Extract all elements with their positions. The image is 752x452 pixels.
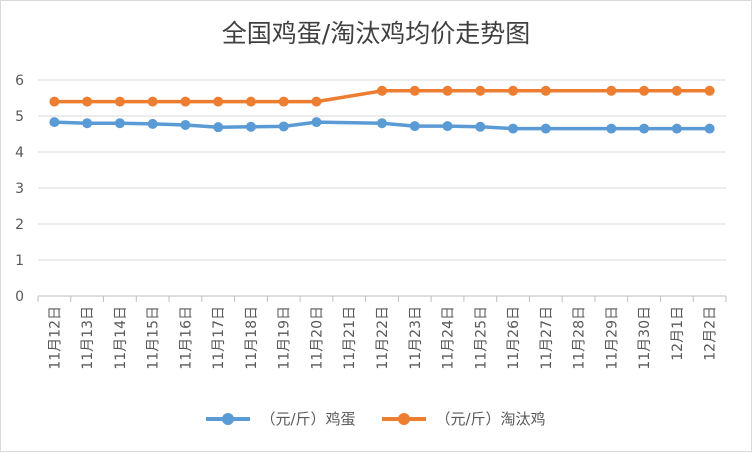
data-point bbox=[540, 123, 551, 134]
data-point bbox=[245, 96, 256, 107]
x-tick-label: 11月28日 bbox=[572, 306, 588, 370]
x-tick-label: 11月25日 bbox=[473, 306, 489, 370]
data-point bbox=[442, 85, 453, 96]
data-point bbox=[82, 118, 93, 129]
x-tick-label: 11月27日 bbox=[539, 306, 555, 370]
data-point bbox=[475, 85, 486, 96]
data-point bbox=[147, 96, 158, 107]
data-point bbox=[180, 96, 191, 107]
x-tick-label: 11月12日 bbox=[47, 306, 63, 370]
data-point bbox=[278, 96, 289, 107]
x-tick-label: 11月13日 bbox=[80, 306, 96, 370]
legend: （元/斤）鸡蛋 （元/斤）淘汰鸡 bbox=[0, 408, 752, 429]
x-tick-label: 11月26日 bbox=[506, 306, 522, 370]
data-point bbox=[213, 122, 224, 133]
data-point bbox=[606, 123, 617, 134]
data-point bbox=[508, 85, 519, 96]
data-point bbox=[671, 123, 682, 134]
x-tick-label: 11月16日 bbox=[178, 306, 194, 370]
x-tick-label: 11月17日 bbox=[211, 306, 227, 370]
legend-label-hen: （元/斤）淘汰鸡 bbox=[435, 410, 546, 428]
legend-swatch-hen bbox=[381, 412, 426, 426]
x-tick-label: 11月23日 bbox=[408, 306, 424, 370]
data-point bbox=[508, 123, 519, 134]
data-point bbox=[49, 96, 60, 107]
data-point bbox=[442, 121, 453, 132]
data-point bbox=[114, 118, 125, 129]
y-tick-label: 4 bbox=[15, 145, 24, 161]
y-tick-label: 6 bbox=[15, 73, 24, 89]
y-tick-label: 2 bbox=[15, 217, 24, 233]
x-tick-label: 11月29日 bbox=[604, 306, 620, 370]
x-tick-label: 12月1日 bbox=[670, 306, 686, 361]
y-tick-label: 0 bbox=[15, 289, 24, 305]
legend-item-hen: （元/斤）淘汰鸡 bbox=[381, 408, 546, 429]
data-point bbox=[606, 85, 617, 96]
y-tick-label: 1 bbox=[15, 253, 24, 269]
x-tick-label: 11月22日 bbox=[375, 306, 391, 370]
legend-swatch-egg bbox=[206, 412, 251, 426]
data-point bbox=[639, 123, 650, 134]
data-point bbox=[311, 96, 322, 107]
x-tick-label: 11月19日 bbox=[277, 306, 293, 370]
x-tick-label: 12月2日 bbox=[703, 306, 719, 361]
data-point bbox=[377, 85, 387, 96]
data-point bbox=[475, 121, 486, 132]
data-point bbox=[671, 85, 682, 96]
data-point bbox=[377, 118, 387, 129]
data-point bbox=[409, 121, 420, 132]
x-tick-label: 11月21日 bbox=[342, 306, 358, 370]
data-point bbox=[147, 118, 158, 129]
data-point bbox=[540, 85, 551, 96]
x-tick-label: 11月15日 bbox=[146, 306, 162, 370]
x-tick-label: 11月18日 bbox=[244, 306, 260, 370]
x-tick-label: 11月14日 bbox=[113, 306, 129, 370]
legend-item-egg: （元/斤）鸡蛋 bbox=[206, 408, 356, 429]
data-point bbox=[409, 85, 420, 96]
y-tick-label: 3 bbox=[15, 181, 24, 197]
data-point bbox=[704, 85, 715, 96]
data-point bbox=[49, 117, 60, 128]
data-point bbox=[639, 85, 650, 96]
legend-label-egg: （元/斤）鸡蛋 bbox=[260, 410, 356, 428]
x-tick-label: 11月20日 bbox=[309, 306, 325, 370]
data-point bbox=[82, 96, 93, 107]
x-tick-label: 11月24日 bbox=[441, 306, 457, 370]
data-point bbox=[278, 121, 289, 132]
data-point bbox=[114, 96, 125, 107]
data-point bbox=[311, 117, 322, 128]
data-point bbox=[180, 120, 191, 130]
chart-title: 全国鸡蛋/淘汰鸡均价走势图 bbox=[221, 19, 531, 48]
data-point bbox=[704, 123, 715, 134]
y-tick-label: 5 bbox=[15, 109, 24, 125]
data-point bbox=[245, 121, 256, 132]
x-tick-label: 11月30日 bbox=[637, 306, 653, 370]
data-point bbox=[213, 96, 224, 107]
